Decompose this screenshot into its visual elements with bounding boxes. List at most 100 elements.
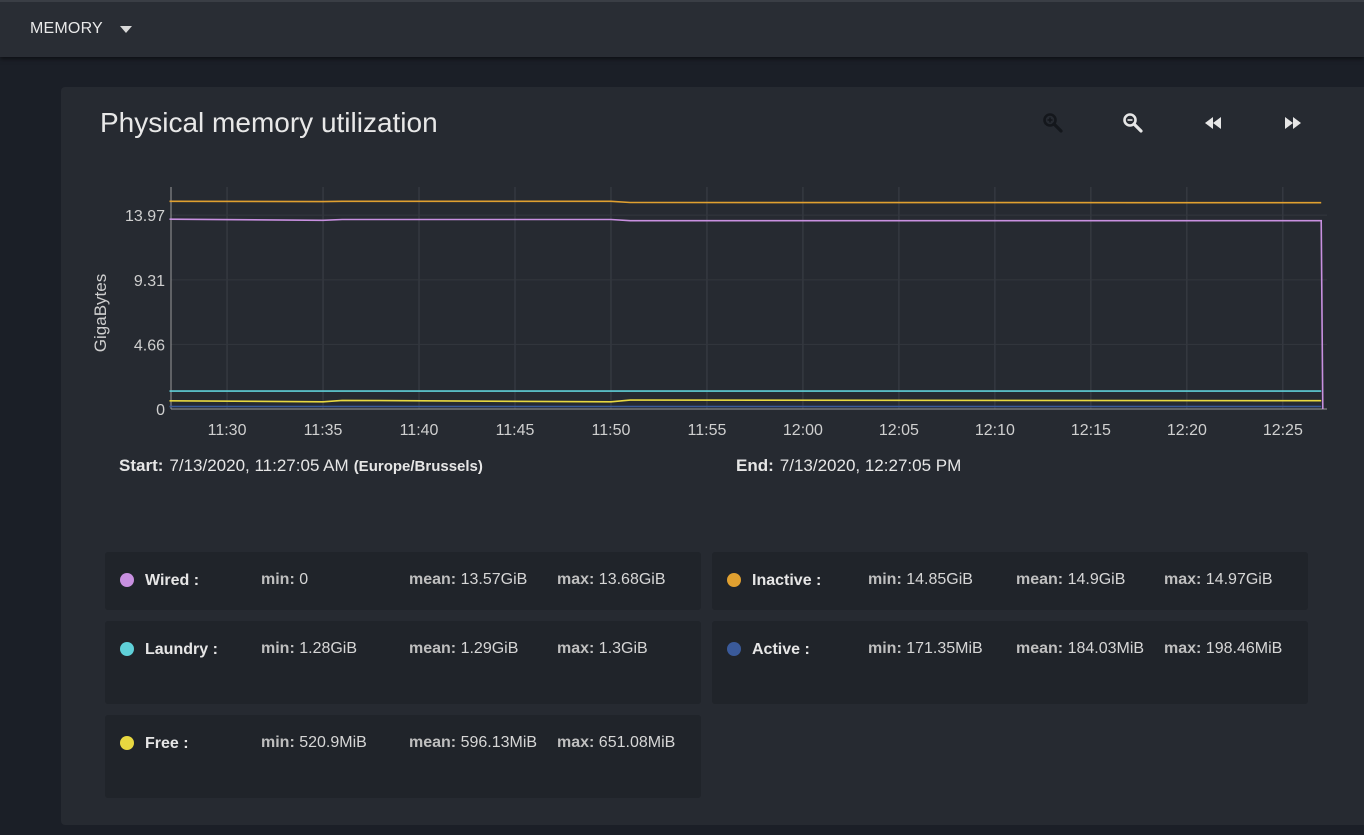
x-tick-label: 12:00 [783,422,823,439]
start-label: Start: [119,456,164,475]
legend-max-value: 198.46MiB [1205,640,1283,657]
zoom-out-button[interactable] [1121,111,1145,135]
legend-mean-key: mean: [1016,640,1068,657]
x-tick-label: 12:20 [1167,422,1207,439]
legend-max: max: 651.08MiB [557,730,707,756]
x-tick-label: 11:45 [496,422,535,439]
y-tick-label: 0 [156,402,165,419]
fast-forward-button[interactable] [1281,111,1305,135]
legend-max-key: max: [1164,640,1206,657]
x-tick-label: 11:30 [208,422,247,439]
memory-card: Physical memory utilization 11:30 11:35 11… [61,87,1364,825]
legend-max-value: 13.68GiB [598,571,666,588]
legend-min-value: 1.28GiB [299,640,358,657]
legend-max-key: max: [557,640,599,657]
legend-series-name: Active : [752,641,810,658]
legend-max-value: 14.97GiB [1205,571,1273,588]
legend-dot [120,642,134,656]
legend-min-key: min: [261,734,300,751]
legend-mean-key: mean: [1016,571,1068,588]
legend-mean-key: mean: [409,571,461,588]
legend-min-value: 520.9MiB [299,734,367,751]
y-axis-label: GigaBytes [91,274,110,352]
legend-mean: mean: 13.57GiB [409,567,549,593]
legend-item[interactable]: Laundry : min: 1.28GiB mean: 1.29GiB max: 1… [105,621,701,704]
legend-min-value: 14.85GiB [906,571,973,588]
zoom-in-icon [1043,113,1063,133]
legend-min-key: min: [261,571,300,588]
legend-mean-value: 13.57GiB [460,571,528,588]
legend-mean-value: 596.13MiB [460,734,538,751]
legend-max-key: max: [557,734,599,751]
timezone: (Europe/Brussels) [353,458,483,475]
legend-dot [727,642,741,656]
legend-dot [120,573,134,587]
legend-mean-value: 14.9GiB [1067,571,1126,588]
zoom-in-button[interactable] [1041,111,1065,135]
legend-max-value: 1.3GiB [598,640,648,657]
legend-min-value: 0 [299,571,309,588]
x-tick-label: 12:25 [1263,422,1303,439]
legend-item[interactable]: Free : min: 520.9MiB mean: 596.13MiB max: 6… [105,715,701,798]
memory-selector-label: MEMORY [30,20,103,37]
legend-min: min: 520.9MiB [261,730,461,756]
top-toolbar: MEMORY [0,0,1364,57]
legend-max: max: 13.68GiB [557,567,707,593]
legend-item[interactable]: Active : min: 171.35MiB mean: 184.03MiB max… [712,621,1308,704]
legend-item[interactable]: Inactive : min: 14.85GiB mean: 14.9GiB max:… [712,552,1308,610]
legend-series-name: Wired : [145,572,200,589]
legend-series-name: Free : [145,735,189,752]
legend-min: min: 14.85GiB [868,567,1068,593]
legend-min-key: min: [868,571,907,588]
period-start: Start: 7/13/2020, 11:27:05 AM (Europe/Brus… [119,456,483,476]
y-tick-label: 9.31 [134,273,165,290]
legend-min-key: min: [261,640,300,657]
y-tick-label: 13.97 [125,208,165,225]
rewind-icon [1205,117,1221,129]
legend-series-name: Laundry : [145,641,218,658]
legend-max: max: 1.3GiB [557,636,707,662]
end-value: 7/13/2020, 12:27:05 PM [779,456,962,475]
series-line-inactive [169,200,1322,204]
fast-forward-icon [1285,117,1301,129]
x-tick-label: 11:55 [688,422,727,439]
legend-min-key: min: [868,640,907,657]
x-tick-label: 11:50 [592,422,631,439]
legend-max-value: 651.08MiB [598,734,676,751]
period-end: End: 7/13/2020, 12:27:05 PM [736,456,961,476]
legend-mean: mean: 1.29GiB [409,636,549,662]
memory-selector[interactable]: MEMORY [30,20,132,38]
legend-dot [120,736,134,750]
legend-mean-key: mean: [409,734,461,751]
legend-max: max: 198.46MiB [1164,636,1314,662]
legend-min: min: 171.35MiB [868,636,1068,662]
rewind-button[interactable] [1201,111,1225,135]
memory-chart: 11:30 11:35 11:40 11:45 11:50 11:55 12:00 12:05… [91,187,1327,439]
legend-max: max: 14.97GiB [1164,567,1314,593]
x-tick-label: 11:40 [400,422,439,439]
legend-mean-key: mean: [409,640,461,657]
caret-down-icon [119,25,132,33]
legend-item[interactable]: Wired : min: 0 mean: 13.57GiB max: 13.68GiB [105,552,701,610]
x-tick-label: 12:05 [879,422,919,439]
legend-min: min: 0 [261,567,461,593]
legend-max-key: max: [557,571,599,588]
x-tick-label: 12:15 [1071,422,1111,439]
legend-mean: mean: 184.03MiB [1016,636,1156,662]
legend-mean: mean: 596.13MiB [409,730,549,756]
legend-series-name: Inactive : [752,572,822,589]
legend-max-key: max: [1164,571,1206,588]
end-label: End: [736,456,774,475]
legend-mean: mean: 14.9GiB [1016,567,1156,593]
legend-mean-value: 1.29GiB [460,640,519,657]
legend-mean-value: 184.03MiB [1067,640,1145,657]
series-line-free [169,399,1322,403]
legend-dot [727,573,741,587]
series-line-wired [169,218,1324,410]
y-tick-label: 4.66 [134,337,165,354]
x-tick-label: 11:35 [304,422,343,439]
card-title: Physical memory utilization [100,107,438,138]
start-value: 7/13/2020, 11:27:05 AM [169,456,349,475]
legend-min-value: 171.35MiB [906,640,983,657]
legend-min: min: 1.28GiB [261,636,461,662]
